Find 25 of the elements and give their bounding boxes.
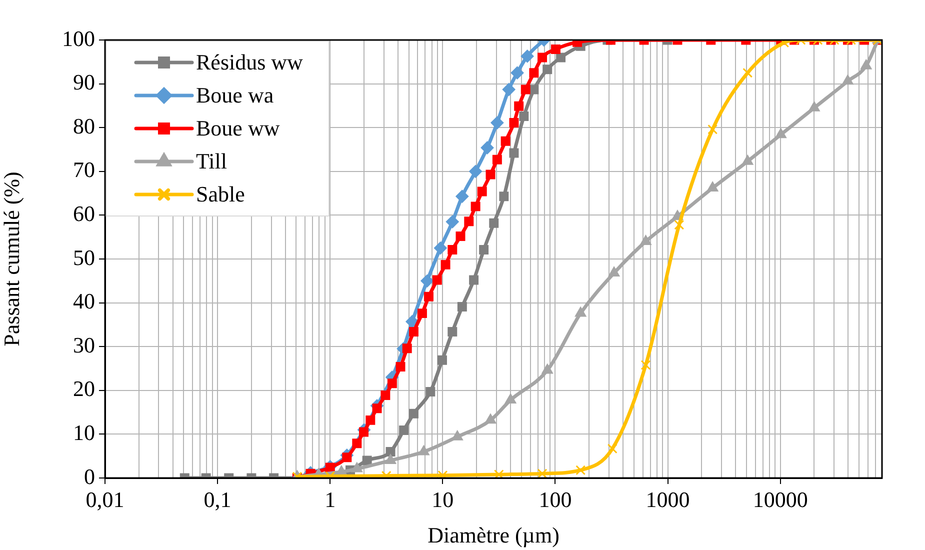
y-tick-label: 70 bbox=[73, 157, 95, 182]
legend-label: Résidus ww bbox=[196, 49, 304, 74]
legend-label: Boue wa bbox=[196, 82, 274, 108]
y-tick-label: 80 bbox=[73, 113, 95, 138]
legend-label: Sable bbox=[196, 181, 245, 206]
y-tick-label: 60 bbox=[73, 200, 95, 226]
x-tick-label: 0,1 bbox=[204, 486, 232, 512]
y-tick-label: 0 bbox=[84, 464, 95, 489]
x-tick-label: 0,01 bbox=[86, 486, 124, 512]
y-tick-label: 20 bbox=[73, 376, 95, 402]
x-tick-label: 1000 bbox=[646, 486, 690, 512]
y-axis-title: Passant cumulé (%) bbox=[0, 172, 24, 346]
y-tick-label: 50 bbox=[73, 244, 95, 270]
y-tick-label: 40 bbox=[73, 288, 95, 314]
legend-label: Till bbox=[196, 148, 228, 174]
x-axis-title: Diamètre (µm) bbox=[428, 522, 560, 548]
legend-label: Boue ww bbox=[196, 115, 280, 140]
x-tick-label: 100 bbox=[538, 486, 572, 512]
y-tick-label: 10 bbox=[73, 420, 95, 445]
x-tick-label: 1 bbox=[324, 486, 336, 512]
y-tick-label: 90 bbox=[73, 70, 95, 95]
y-tick-label: 30 bbox=[73, 332, 95, 358]
y-tick-label: 100 bbox=[62, 26, 95, 51]
x-tick-label: 10000 bbox=[752, 486, 808, 512]
x-tick-label: 10 bbox=[432, 486, 454, 512]
